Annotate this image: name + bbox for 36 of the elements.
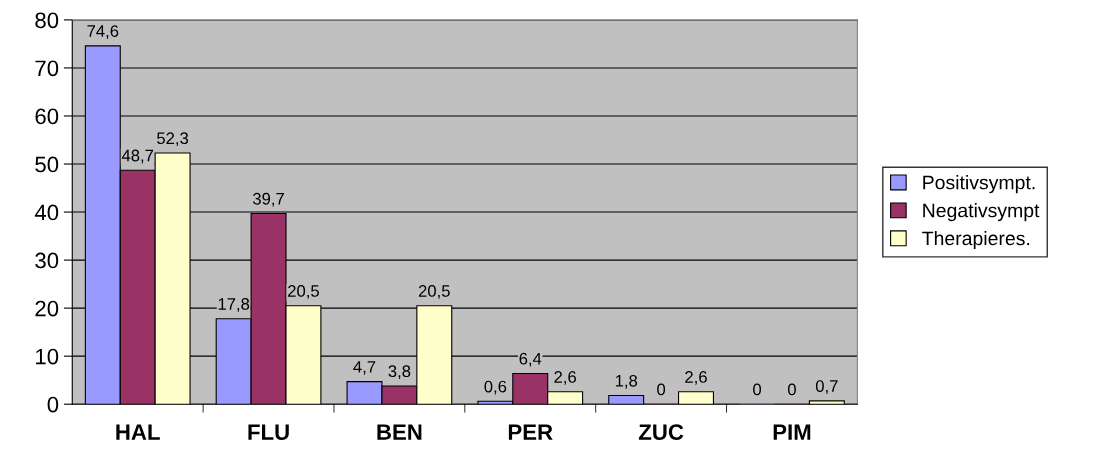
data-label: 2,6 — [685, 371, 707, 385]
y-tick-label: 30 — [35, 252, 59, 269]
y-tick-label: 80 — [35, 12, 59, 29]
legend-label: Negativsympt — [923, 203, 1040, 222]
data-label: 0 — [787, 383, 796, 396]
x-tick-label: ZUC — [638, 424, 684, 440]
data-label: 0,6 — [484, 380, 507, 395]
data-label: 1,8 — [615, 374, 638, 389]
x-tick-label: HAL — [116, 424, 160, 440]
legend-label: Positivsympt. — [923, 175, 1035, 194]
y-tick-label: 50 — [35, 156, 59, 173]
x-tick-label: FLU — [248, 424, 289, 440]
data-label: 0 — [657, 383, 666, 396]
x-tick-label: BEN — [377, 424, 422, 440]
data-label: 3,8 — [388, 365, 411, 380]
y-tick-label: 0 — [47, 396, 59, 413]
y-tick-label: 10 — [36, 348, 59, 365]
data-label: 2,6 — [554, 371, 576, 385]
data-label: 39,7 — [252, 192, 284, 207]
x-tick-label: PER — [508, 424, 553, 440]
data-label: 20,5 — [288, 285, 319, 299]
y-tick-label: 70 — [35, 60, 59, 77]
y-tick-label: 60 — [35, 108, 59, 125]
data-label: 17,8 — [218, 298, 250, 312]
data-label: 6,4 — [519, 352, 542, 367]
data-label: 20,5 — [418, 285, 450, 299]
data-label: 4,7 — [353, 361, 376, 375]
data-label: 52,3 — [157, 132, 189, 147]
data-label: 74,6 — [87, 25, 119, 39]
x-tick-label: PIM — [773, 424, 811, 440]
data-label: 0 — [753, 383, 762, 396]
y-tick-label: 20 — [35, 300, 59, 317]
legend-label: Therapieres. — [922, 230, 1030, 250]
data-label: 0,7 — [815, 380, 838, 394]
data-label: 48,7 — [121, 149, 154, 164]
y-tick-label: 40 — [34, 204, 59, 221]
